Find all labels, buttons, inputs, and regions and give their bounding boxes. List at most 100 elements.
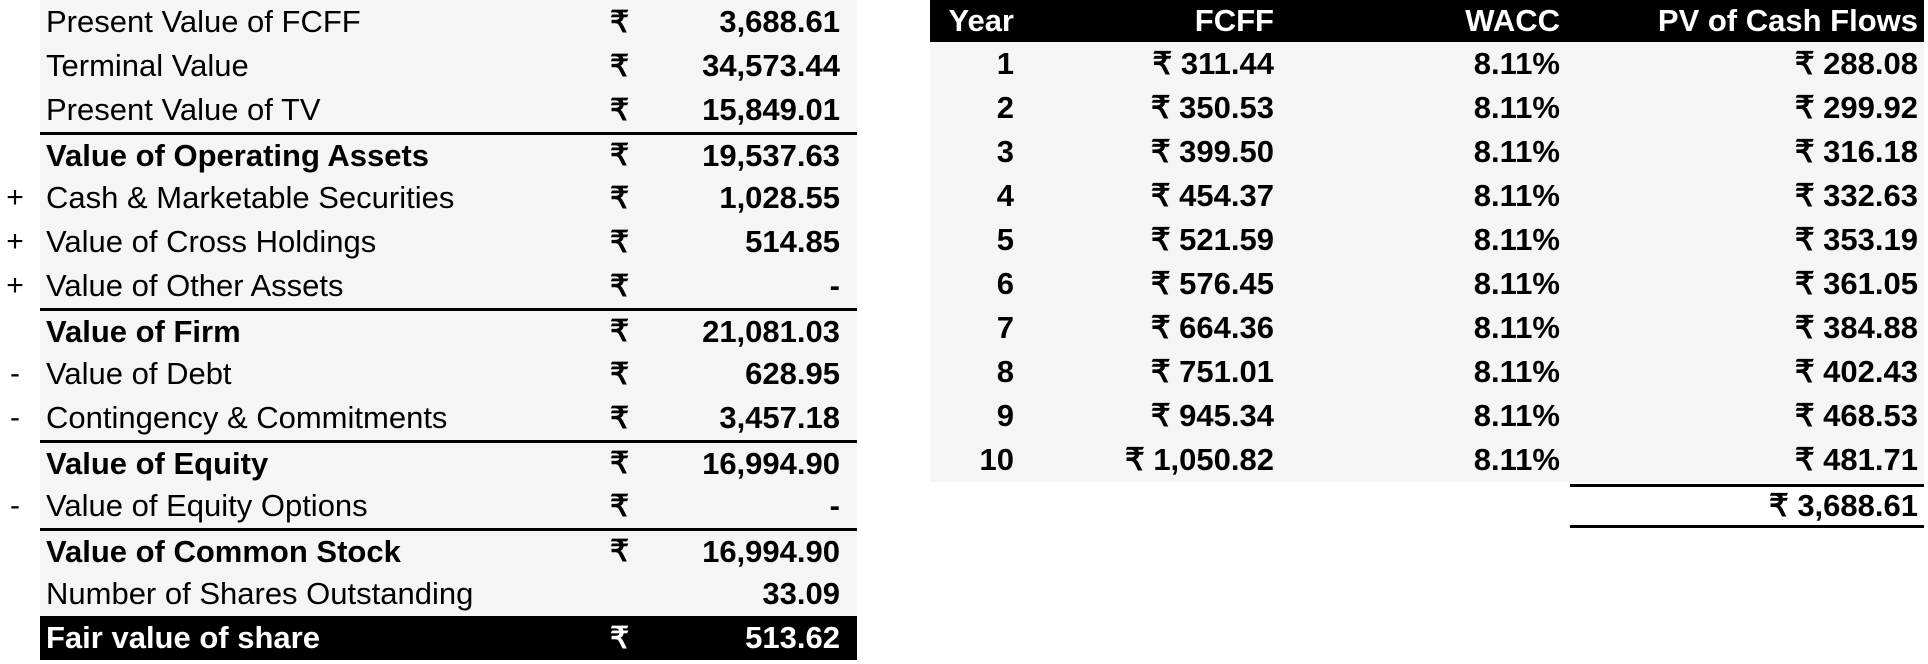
cell-fcff: ₹ 454.37 <box>1150 178 1274 213</box>
row-cells: Terminal Value ₹34,573.44 <box>40 44 857 88</box>
header-pv: PV of Cash Flows <box>1657 3 1918 38</box>
row-cells: Number of Shares Outstanding 33.09 <box>40 572 857 616</box>
cashflow-row: 1 ₹ 311.44 8.11% ₹ 288.08 <box>930 42 1924 86</box>
cell-pv: ₹ 353.19 <box>1794 222 1918 257</box>
cashflow-body: 1 ₹ 311.44 8.11% ₹ 288.08 2 ₹ 350.53 8.11% ₹ 29… <box>930 42 1924 482</box>
header-year: Year <box>948 3 1014 38</box>
currency-symbol: ₹ <box>610 181 630 215</box>
cell-pv: ₹ 361.05 <box>1794 266 1918 301</box>
row-sign: + <box>6 181 24 214</box>
row-value: 33.09 <box>762 576 840 611</box>
cell-pv: ₹ 299.92 <box>1794 90 1918 125</box>
currency-symbol: ₹ <box>610 489 630 523</box>
row-value: 34,573.44 <box>702 48 840 83</box>
currency-symbol: ₹ <box>610 447 630 480</box>
cashflow-table: Year FCFF WACC PV of Cash Flows 1 ₹ 311.4… <box>930 0 1924 482</box>
row-value: 3,688.61 <box>719 4 840 39</box>
row-label: Value of Firm <box>46 313 241 349</box>
row-sign: - <box>10 401 20 434</box>
cell-year: 5 <box>996 222 1014 257</box>
currency-symbol: ₹ <box>610 401 630 435</box>
valuation-row: - Value of Equity Options ₹ - <box>0 484 860 528</box>
row-label: Fair value of share <box>46 620 320 655</box>
cell-year: 9 <box>996 398 1014 433</box>
cell-wacc: 8.11% <box>1473 178 1560 213</box>
cashflow-row: 3 ₹ 399.50 8.11% ₹ 316.18 <box>930 130 1924 174</box>
cashflow-row: 4 ₹ 454.37 8.11% ₹ 332.63 <box>930 174 1924 218</box>
valuation-row: - Value of Debt ₹628.95 <box>0 352 860 396</box>
row-value: 513.62 <box>745 620 840 655</box>
cell-fcff: ₹ 350.53 <box>1150 90 1274 125</box>
cell-pv: ₹ 384.88 <box>1794 310 1918 345</box>
row-sign: - <box>10 357 20 390</box>
cell-year: 7 <box>996 310 1014 345</box>
pv-total: ₹ 3,688.61 <box>1570 484 1924 528</box>
row-label: Value of Equity <box>46 445 269 481</box>
row-value: 514.85 <box>745 224 840 259</box>
cell-wacc: 8.11% <box>1473 46 1560 81</box>
row-cells: Value of Other Assets ₹ - <box>40 264 857 308</box>
valuation-row: + Value of Other Assets ₹ - <box>0 264 860 308</box>
row-sign: + <box>6 269 24 302</box>
currency-symbol: ₹ <box>610 269 630 303</box>
row-cells: Value of Debt ₹628.95 <box>40 352 857 396</box>
row-cells: Value of Equity ₹16,994.90 <box>40 440 857 484</box>
row-value: 16,994.90 <box>702 533 840 569</box>
row-value: - <box>829 488 840 523</box>
row-value: 1,028.55 <box>719 180 840 215</box>
valuation-row: Value of Operating Assets ₹19,537.63 <box>0 132 860 176</box>
cell-pv: ₹ 402.43 <box>1794 354 1918 389</box>
currency-symbol: ₹ <box>610 49 630 83</box>
currency-symbol: ₹ <box>610 535 630 568</box>
cell-wacc: 8.11% <box>1473 442 1560 477</box>
valuation-row: Terminal Value ₹34,573.44 <box>0 44 860 88</box>
row-cells: Present Value of FCFF ₹3,688.61 <box>40 0 857 44</box>
cell-wacc: 8.11% <box>1473 310 1560 345</box>
cell-fcff: ₹ 751.01 <box>1150 354 1274 389</box>
cashflow-row: 9 ₹ 945.34 8.11% ₹ 468.53 <box>930 394 1924 438</box>
row-label: Number of Shares Outstanding <box>46 576 474 611</box>
row-cells: Value of Equity Options ₹ - <box>40 484 857 528</box>
currency-symbol: ₹ <box>610 357 630 391</box>
cell-pv: ₹ 288.08 <box>1794 46 1918 81</box>
cell-year: 6 <box>996 266 1014 301</box>
cell-pv: ₹ 332.63 <box>1794 178 1918 213</box>
cell-fcff: ₹ 945.34 <box>1150 398 1274 433</box>
cell-wacc: 8.11% <box>1473 90 1560 125</box>
cashflow-row: 7 ₹ 664.36 8.11% ₹ 384.88 <box>930 306 1924 350</box>
row-label: Value of Operating Assets <box>46 137 430 173</box>
pv-total-value: ₹ 3,688.61 <box>1768 488 1918 523</box>
cell-year: 1 <box>996 46 1014 81</box>
cell-fcff: ₹ 1,050.82 <box>1124 442 1274 477</box>
cell-fcff: ₹ 311.44 <box>1152 46 1274 81</box>
row-label: Present Value of FCFF <box>46 4 361 39</box>
cell-year: 10 <box>979 442 1014 477</box>
row-value: 3,457.18 <box>719 400 840 435</box>
cashflow-row: 2 ₹ 350.53 8.11% ₹ 299.92 <box>930 86 1924 130</box>
cashflow-row: 5 ₹ 521.59 8.11% ₹ 353.19 <box>930 218 1924 262</box>
valuation-row: Value of Firm ₹21,081.03 <box>0 308 860 352</box>
row-label: Present Value of TV <box>46 92 321 127</box>
cell-fcff: ₹ 664.36 <box>1150 310 1274 345</box>
row-cells: Present Value of TV ₹15,849.01 <box>40 88 857 132</box>
row-value: - <box>829 268 840 303</box>
valuation-row: Value of Common Stock ₹16,994.90 <box>0 528 860 572</box>
valuation-row: Present Value of TV ₹15,849.01 <box>0 88 860 132</box>
currency-symbol: ₹ <box>610 225 630 259</box>
valuation-row: Number of Shares Outstanding 33.09 <box>0 572 860 616</box>
row-sign: + <box>6 225 24 258</box>
row-sign: - <box>10 489 20 522</box>
cell-pv: ₹ 468.53 <box>1794 398 1918 433</box>
currency-symbol: ₹ <box>610 315 630 348</box>
cell-year: 8 <box>996 354 1014 389</box>
row-label: Value of Debt <box>46 356 232 391</box>
row-value: 16,994.90 <box>702 445 840 481</box>
row-cells: Value of Cross Holdings ₹514.85 <box>40 220 857 264</box>
row-cells: Fair value of share ₹513.62 <box>40 616 857 660</box>
valuation-table: Present Value of FCFF ₹3,688.61 Terminal V… <box>0 0 860 660</box>
cell-fcff: ₹ 521.59 <box>1150 222 1274 257</box>
cell-pv: ₹ 481.71 <box>1794 442 1918 477</box>
row-value: 15,849.01 <box>702 92 840 127</box>
row-label: Value of Equity Options <box>46 488 368 523</box>
valuation-row: Present Value of FCFF ₹3,688.61 <box>0 0 860 44</box>
